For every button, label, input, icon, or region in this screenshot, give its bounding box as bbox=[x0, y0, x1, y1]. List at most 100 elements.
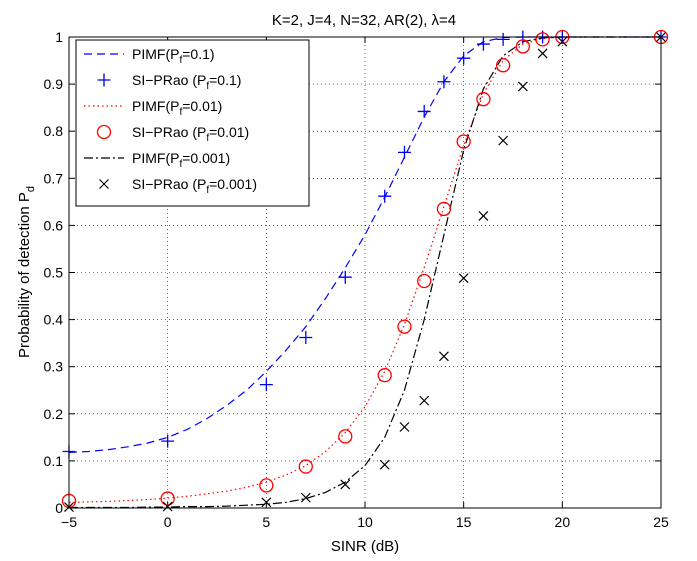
y-tick-label: 0.9 bbox=[44, 76, 64, 92]
data-point-cross bbox=[261, 497, 272, 508]
plot-frame bbox=[68, 36, 662, 509]
legend-label-tail: =0.01) bbox=[182, 98, 222, 114]
legend-label-tail: =0.001) bbox=[209, 176, 257, 192]
legend-label-main: SI−PRao (P bbox=[132, 72, 206, 88]
y-tick-label: 0.1 bbox=[44, 453, 64, 469]
x-tick-label: 15 bbox=[456, 514, 472, 530]
legend-label-main: PIMF(P bbox=[132, 150, 179, 166]
y-tick-label: 0 bbox=[55, 500, 63, 516]
data-point-circle bbox=[397, 319, 412, 334]
y-tick-label: 0.6 bbox=[44, 217, 64, 233]
data-point-plus bbox=[476, 37, 490, 51]
legend-marker-sample bbox=[97, 73, 111, 87]
y-tick-label: 0.5 bbox=[44, 265, 64, 281]
legend-label: PIMF(Pf=0.001) bbox=[132, 150, 230, 170]
legend-label-tail: =0.001) bbox=[182, 150, 230, 166]
data-point-circle bbox=[436, 201, 452, 217]
y-tick-label: 0.2 bbox=[44, 406, 64, 422]
legend-label: PIMF(Pf=0.01) bbox=[132, 98, 222, 118]
data-point-circle bbox=[456, 134, 471, 149]
legend-label-main: SI−PRao (P bbox=[132, 124, 206, 140]
data-point-plus bbox=[457, 51, 471, 65]
data-point-plus bbox=[338, 270, 352, 284]
legend-entry: PIMF(Pf=0.001) bbox=[84, 150, 230, 170]
legend-label-sub: f bbox=[206, 185, 209, 196]
data-point-circle bbox=[535, 32, 550, 47]
series-line-4 bbox=[69, 36, 661, 509]
legend-label-main: SI−PRao (P bbox=[132, 176, 206, 192]
data-point-cross bbox=[300, 492, 311, 503]
data-point-plus bbox=[417, 104, 431, 118]
legend-box bbox=[75, 39, 310, 207]
y-tick-label: 0.7 bbox=[44, 170, 64, 186]
data-point-circle bbox=[259, 478, 274, 493]
y-tick-label: 0.3 bbox=[44, 359, 64, 375]
data-point-cross bbox=[340, 479, 351, 490]
data-point-circle bbox=[298, 459, 313, 474]
data-point-plus bbox=[437, 75, 451, 89]
data-point-plus bbox=[259, 378, 273, 392]
legend-entry: SI−PRao (Pf=0.001) bbox=[99, 176, 257, 196]
data-point-circle bbox=[377, 368, 392, 383]
legend-label: SI−PRao (Pf=0.1) bbox=[132, 72, 241, 92]
data-point-circle bbox=[338, 429, 353, 444]
data-point-circle bbox=[160, 491, 175, 506]
legend-label-tail: =0.1) bbox=[209, 72, 241, 88]
legend-label-tail: =0.1) bbox=[182, 46, 214, 62]
data-point-plus bbox=[161, 434, 175, 448]
data-point-plus bbox=[378, 189, 392, 203]
legend-label-sub: f bbox=[206, 133, 209, 144]
legend-label-sub: f bbox=[179, 159, 182, 170]
data-point-plus bbox=[496, 32, 510, 46]
legend: PIMF(Pf=0.1)SI−PRao (Pf=0.1)PIMF(Pf=0.01… bbox=[75, 39, 310, 207]
data-point-cross bbox=[162, 501, 173, 512]
data-point-cross bbox=[399, 422, 410, 432]
data-point-cross bbox=[557, 36, 568, 47]
data-point-cross bbox=[517, 81, 528, 92]
series-line-2 bbox=[68, 36, 661, 503]
series-line-0 bbox=[68, 36, 661, 454]
y-axis-label-main: Probability of detection P bbox=[16, 192, 33, 358]
x-tick-label: −5 bbox=[61, 514, 77, 530]
x-tick-label: 0 bbox=[164, 514, 172, 530]
data-point-cross bbox=[379, 459, 390, 470]
legend-label-sub: f bbox=[179, 107, 182, 118]
data-point-cross bbox=[458, 273, 469, 284]
legend-label: PIMF(Pf=0.1) bbox=[132, 46, 215, 66]
y-tick-label: 1 bbox=[55, 29, 63, 45]
legend-entry: PIMF(Pf=0.01) bbox=[84, 98, 222, 118]
series-markers bbox=[61, 29, 669, 512]
legend-label-tail: =0.01) bbox=[209, 124, 249, 140]
data-point-circle bbox=[495, 58, 511, 73]
data-point-cross bbox=[439, 351, 449, 362]
legend-marker-sample bbox=[99, 179, 109, 189]
x-tick-label: 10 bbox=[357, 514, 373, 530]
data-point-plus bbox=[299, 330, 313, 344]
legend-label-sub: f bbox=[179, 55, 182, 66]
y-tick-label: 0.4 bbox=[44, 312, 64, 328]
legend-label-main: PIMF(P bbox=[132, 98, 179, 114]
x-tick-label: 5 bbox=[262, 514, 270, 530]
data-point-cross bbox=[537, 48, 548, 59]
legend-label-sub: f bbox=[206, 81, 209, 92]
x-tick-label: 20 bbox=[555, 514, 571, 530]
x-tick-label: 25 bbox=[653, 514, 669, 530]
y-axis-label-sub: d bbox=[25, 186, 37, 192]
chart-title: K=2, J=4, N=32, AR(2), λ=4 bbox=[272, 12, 456, 29]
y-axis-label: Probability of detection Pd bbox=[16, 186, 37, 358]
legend-label: SI−PRao (Pf=0.001) bbox=[132, 176, 257, 196]
x-tick-labels: −5 0 5 10 15 20 25 bbox=[61, 514, 669, 530]
data-point-circle bbox=[515, 39, 531, 54]
data-point-cross bbox=[478, 211, 489, 221]
legend-label-main: PIMF(P bbox=[132, 46, 179, 62]
legend-label: SI−PRao (Pf=0.01) bbox=[132, 124, 249, 144]
legend-marker-sample bbox=[96, 124, 112, 140]
data-point-cross bbox=[419, 395, 430, 406]
y-tick-labels: 0 0.1 0.2 0.3 0.4 0.5 0.6 0.7 0.8 0.9 1 bbox=[44, 29, 64, 516]
series-lines bbox=[68, 36, 661, 509]
data-point-circle bbox=[476, 92, 491, 107]
y-tick-label: 0.8 bbox=[44, 123, 64, 139]
grid bbox=[69, 37, 661, 508]
data-point-cross bbox=[498, 135, 509, 146]
